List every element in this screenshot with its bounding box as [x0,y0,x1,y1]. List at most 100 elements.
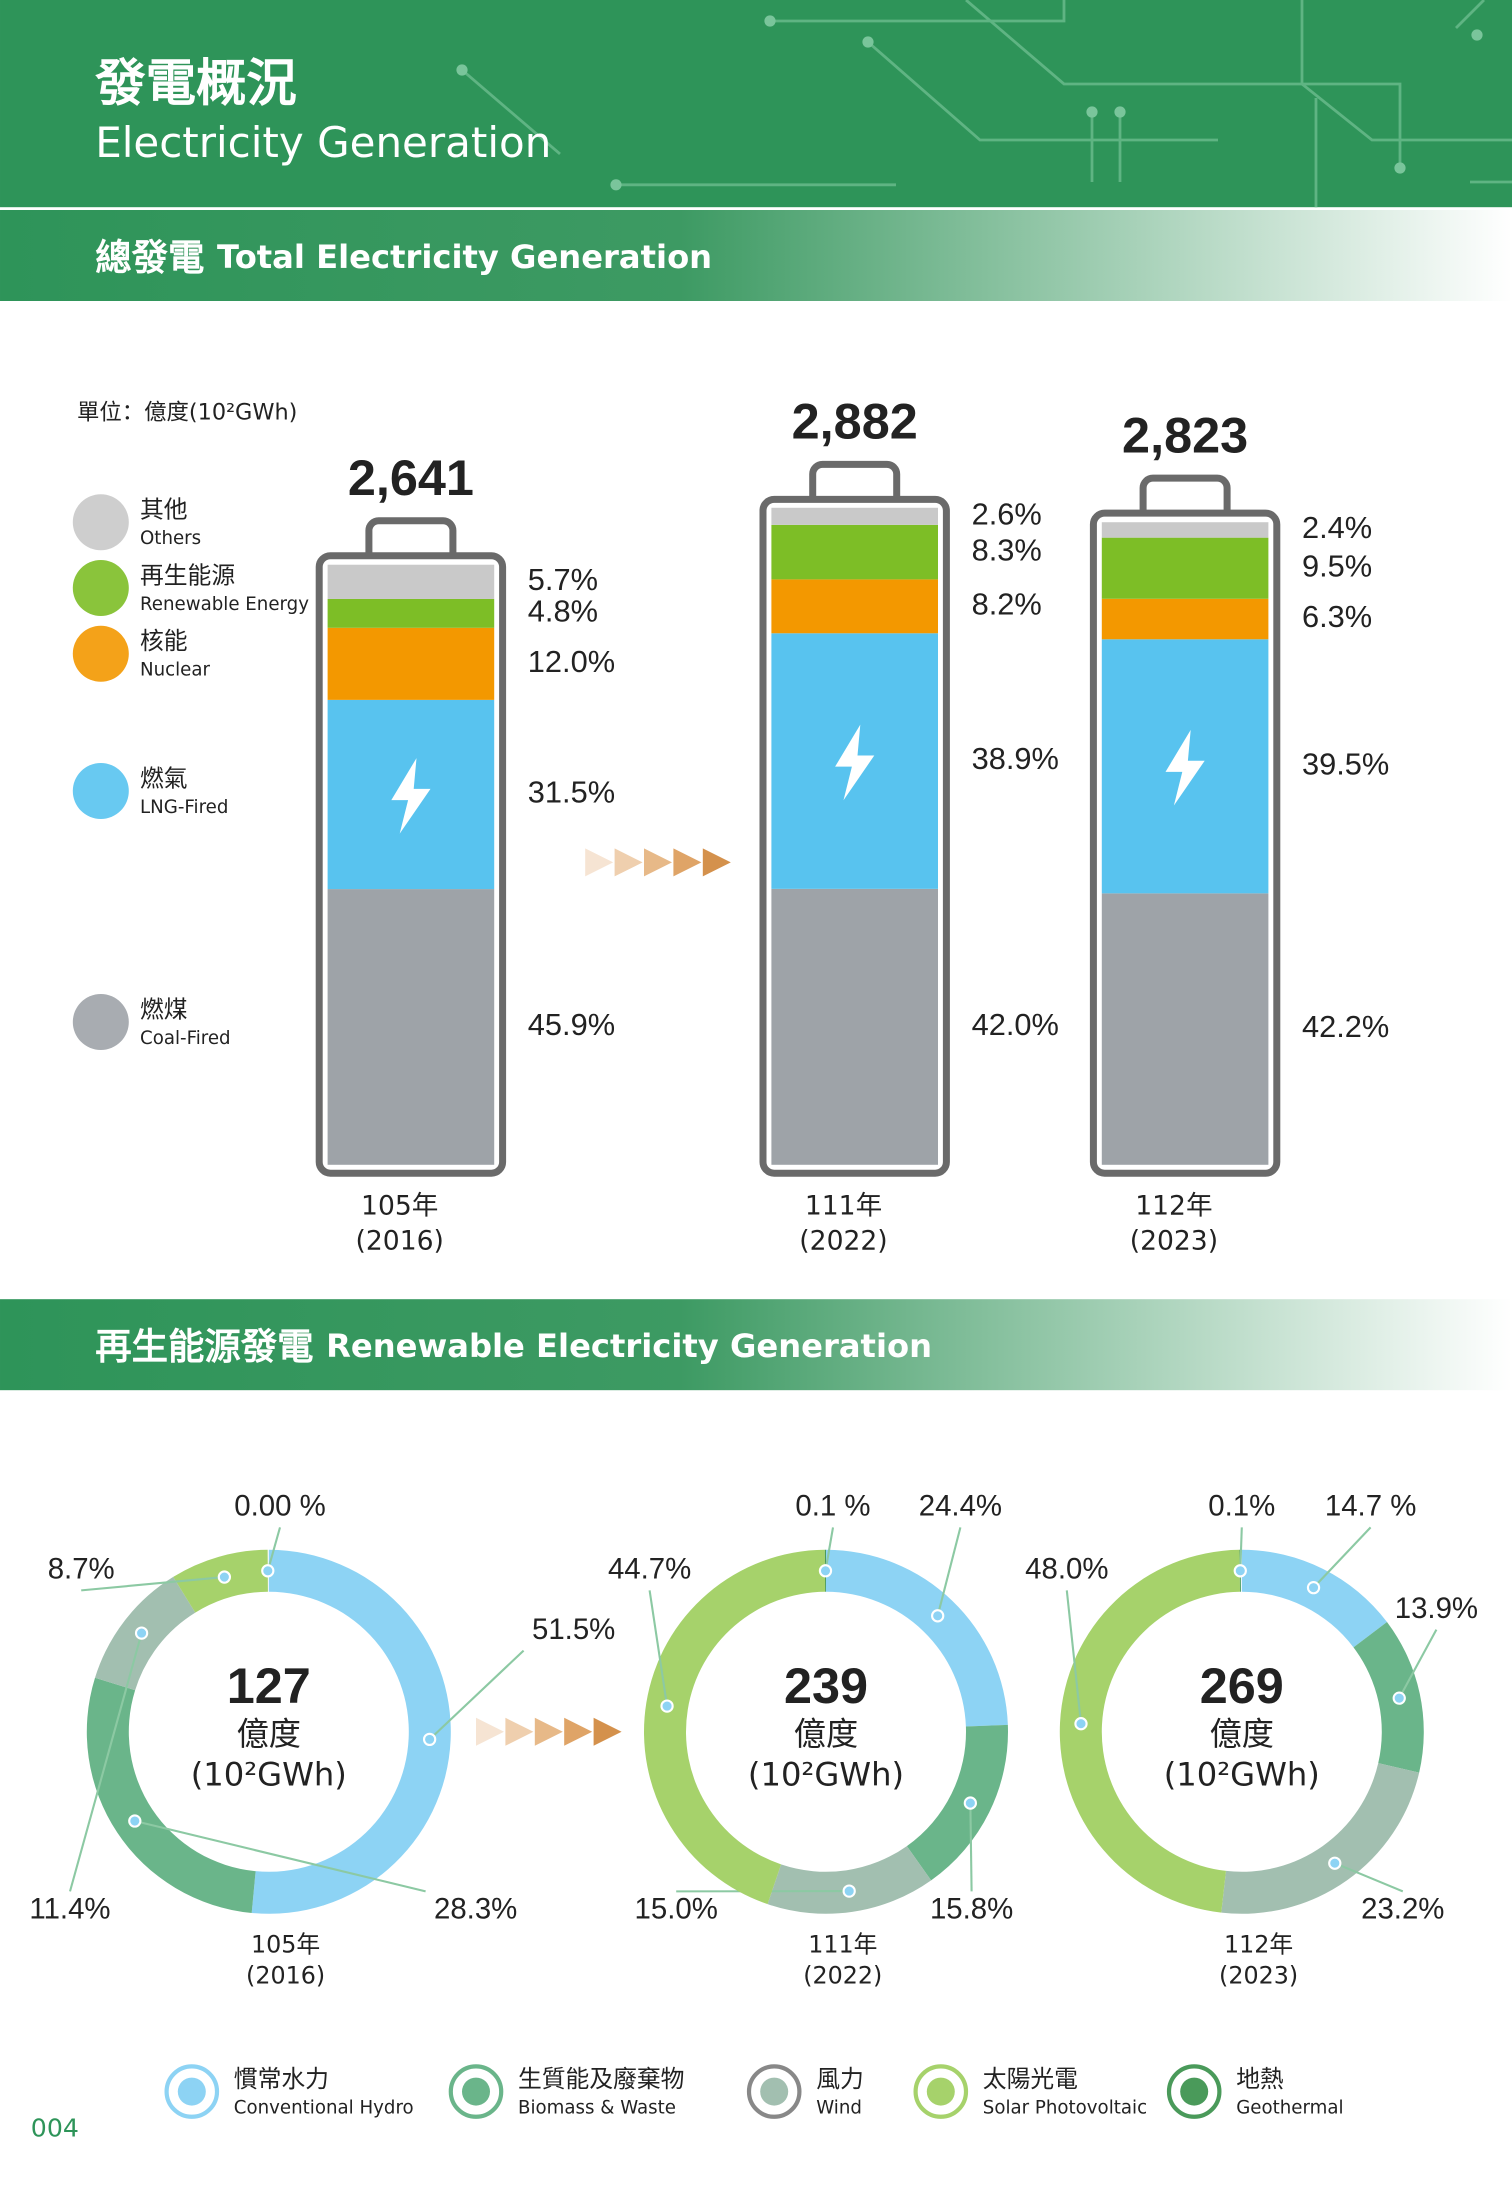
value-label: 23.2% [1361,1893,1444,1926]
leader-line [1398,1629,1438,1699]
value-label: 0.00 % [234,1490,325,1523]
value-label: 2.4% [1302,510,1372,545]
donut-slice [825,1549,1008,1727]
year-label: (2023) [1130,1225,1218,1256]
donut-total: 269 [1200,1657,1284,1714]
bar-segment [771,579,938,634]
legend-label: 風力 [816,2065,864,2093]
page-number: 004 [31,2113,79,2142]
value-label: 44.7% [608,1553,691,1586]
year-label: (2016) [356,1225,444,1256]
legend-label-en: Conventional Hydro [234,2097,414,2118]
legend-label-en: Solar Photovoltaic [983,2097,1147,2118]
donut-total: 127 [227,1657,311,1714]
value-label: 42.2% [1302,1009,1389,1044]
leader-dot [217,1570,232,1584]
leader-line [648,1590,669,1707]
category-label: 112年 [1224,1930,1293,1958]
leader-line [134,1819,426,1893]
leader-line [969,1803,973,1892]
progress-arrows [476,848,731,1746]
leader-line [1065,1590,1083,1724]
leader-line [81,1575,225,1592]
value-label: 12.0% [528,644,615,679]
value-label: 6.3% [1302,599,1372,634]
circuit-nodes [456,15,1483,191]
section-title-zh: 總發電 [95,235,204,278]
category-label: 105年 [361,1190,438,1221]
lightning-icon [1165,729,1205,806]
value-label: 0.1 % [795,1490,870,1523]
header-subtitle: Electricity Generation [95,118,551,167]
value-label: 15.0% [635,1893,718,1926]
legend-label: 太陽光電 [983,2065,1078,2093]
legend-label: 燃氣 [140,764,188,792]
leader-dot [1233,1564,1247,1578]
donut-unit: 億度 [237,1715,301,1753]
leader-dot [1392,1691,1406,1705]
donut-unit: 億度 [1210,1715,1274,1753]
year-label: (2023) [1219,1961,1298,1989]
lightning-icon [835,724,875,801]
section-title: 再生能源發電 Renewable Electricity Generation [95,1325,932,1368]
leader-dot [422,1732,437,1747]
leader-dot [1306,1581,1321,1595]
bar-segment [327,564,495,599]
section-band [0,1299,1512,1391]
value-label: 14.7 % [1325,1490,1416,1523]
leader-dot [842,1884,856,1898]
legend-label-en: LNG-Fired [140,797,228,818]
leader-line [266,1527,282,1572]
legend-label-en: Geothermal [1236,2097,1343,2118]
legend-swatch [72,559,129,616]
value-label: 45.9% [528,1007,615,1042]
legend-icon-core [462,2077,491,2106]
total-label: 2,823 [1122,406,1248,463]
legend-label-en: Biomass & Waste [518,2097,676,2118]
leader-dot [1074,1717,1088,1731]
value-label: 48.0% [1025,1553,1108,1586]
leader-line [428,1649,525,1741]
legend-label: 地熱 [1236,2065,1284,2093]
leader-dot [128,1814,142,1828]
bar-segment [1101,522,1269,538]
category-label: 112年 [1135,1190,1212,1221]
leader-dot [963,1796,978,1810]
donut-slice [644,1549,826,1905]
donut-slice [86,1677,256,1913]
legend-icon-core [760,2077,789,2106]
legend-swatch [72,762,129,819]
value-label: 8.3% [972,532,1042,567]
donut-slice [906,1724,1008,1881]
bar-segment [771,888,938,1165]
category-label: 105年 [251,1930,320,1958]
leader-dot [134,1626,149,1640]
year-label: (2016) [246,1961,325,1989]
value-label: 31.5% [528,775,615,810]
legend-label: 生質能及廢棄物 [518,2065,684,2093]
legend-label: 核能 [140,627,188,655]
bar-segment [1101,598,1269,640]
bar-segment [771,524,938,580]
donut-slice [1241,1549,1387,1648]
value-label: 8.2% [972,586,1042,621]
leader-dot [1328,1856,1342,1870]
bar-segment [327,598,495,628]
bar-segment [327,889,495,1165]
category-label: 111年 [808,1930,877,1958]
legend-label: 燃煤 [140,995,188,1023]
legend-swatch [72,494,129,551]
legend-icon-core [1180,2077,1209,2106]
leader-line [68,1632,143,1892]
donut-slice [767,1846,932,1914]
section-band [0,209,1512,301]
category-label: 111年 [805,1190,882,1221]
donut-slice [1353,1622,1424,1773]
donut-unit-en: (10²GWh) [748,1756,904,1794]
donut-unit: 億度 [794,1715,858,1753]
section-title-en: Total Electricity Generation [217,238,712,276]
value-label: 51.5% [532,1613,615,1646]
bar-segment [327,627,495,700]
